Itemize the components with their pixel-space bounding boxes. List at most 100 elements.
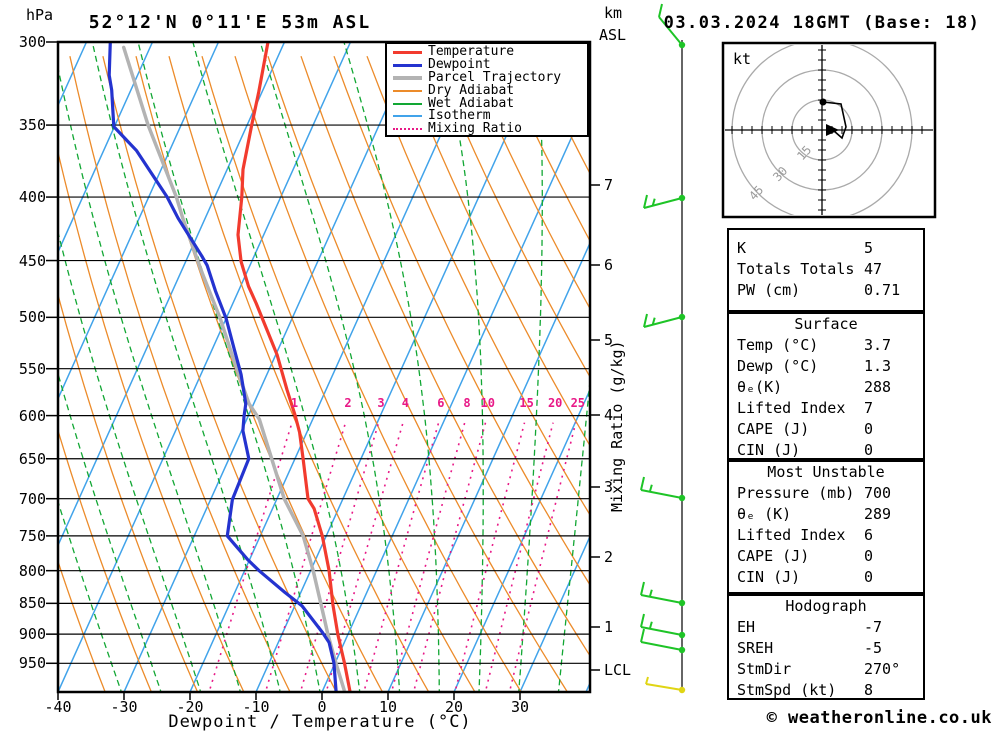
panel-row-label: Dewp (°C)	[737, 357, 819, 375]
pressure-tick-label: 350	[18, 116, 46, 135]
stats-panel-most-unstable: Most Unstable Pressure (mb) 700 θₑ (K) 289 Li…	[727, 460, 925, 594]
stats-panel: K 5 Totals Totals 47 PW (cm) 0.71	[727, 228, 925, 312]
pressure-tick-label: 500	[18, 308, 46, 327]
panel-row-label: PW (cm)	[737, 281, 801, 299]
legend-item: Dry Adiabat	[393, 84, 587, 97]
panel-row-label: CAPE (J)	[737, 547, 810, 565]
dewpoint-curve	[107, 42, 338, 692]
panel-row-label: StmDir	[737, 660, 792, 678]
km-axis-unit: km	[604, 4, 623, 22]
legend-item: Isotherm	[393, 108, 587, 124]
pressure-tick-label: 800	[18, 561, 46, 580]
panel-title: Surface	[794, 315, 858, 333]
temperature-tick-label: 10	[378, 698, 398, 716]
temperature-tick-label: 0	[317, 698, 327, 716]
mixing-ratio-label: 15	[519, 396, 534, 410]
km-tick-label: 1	[604, 618, 614, 636]
legend-line-sample	[393, 128, 422, 131]
panel-row-value: 3.7	[864, 336, 892, 354]
pressure-tick-label: 450	[18, 251, 46, 270]
panel-row-value: 0	[864, 547, 874, 565]
panel-row: StmDir 270°	[729, 659, 923, 680]
stats-panel-surface: Surface Temp (°C) 3.7 Dewp (°C) 1.3 θₑ(K) 288 L…	[727, 312, 925, 460]
temperature-curve	[236, 42, 352, 692]
panel-row-value: 288	[864, 378, 892, 396]
pressure-tick-label: 650	[18, 449, 46, 468]
panel-row: CIN (J) 0	[729, 567, 923, 588]
legend-item-label: Isotherm	[428, 108, 491, 124]
panel-row-label: θₑ (K)	[737, 505, 792, 523]
panel-row-label: Pressure (mb)	[737, 484, 855, 502]
panel-row: Dewp (°C) 1.3	[729, 356, 923, 377]
panel-row-value: 0	[864, 441, 874, 459]
panel-row: Totals Totals 47	[729, 259, 923, 280]
legend-item-label: Dewpoint	[428, 57, 491, 73]
panel-row-label: EH	[737, 618, 756, 636]
km-tick-label: 7	[604, 176, 614, 194]
run-datetime: 03.03.2024 18GMT (Base: 18)	[663, 13, 981, 33]
parcel-trajectory-curve	[121, 45, 346, 692]
pressure-tick-label: 550	[18, 359, 46, 378]
panel-row-value: -5	[864, 639, 883, 657]
panel-row-value: 270°	[864, 660, 901, 678]
temperature-tick-label: -10	[242, 698, 270, 716]
panel-row: Pressure (mb) 700	[729, 483, 923, 504]
legend-item-label: Dry Adiabat	[428, 82, 515, 98]
legend-item-label: Mixing Ratio	[428, 121, 522, 137]
km-tick-label: 6	[604, 256, 614, 274]
mixing-ratio-label: 3	[377, 396, 385, 410]
pressure-tick-label: 300	[18, 33, 46, 51]
legend-item: Dewpoint	[393, 57, 587, 73]
panel-row-label: K	[737, 239, 747, 257]
panel-row: EH -7	[729, 617, 923, 638]
panel-row: PW (cm) 0.71	[729, 280, 923, 301]
panel-row: StmSpd (kt) 8	[729, 680, 923, 701]
legend-item: Mixing Ratio	[393, 121, 587, 137]
panel-row-value: 0.71	[864, 281, 901, 299]
hodograph-unit-label: kt	[733, 50, 752, 68]
panel-row-value: 47	[864, 260, 883, 278]
panel-row-label: CIN (J)	[737, 568, 801, 586]
mixing-ratio-label: 4	[401, 396, 409, 410]
legend-line-sample	[393, 102, 422, 105]
hodograph-trace	[822, 101, 847, 140]
panel-row: CAPE (J) 0	[729, 419, 923, 440]
pressure-tick-label: 750	[18, 526, 46, 545]
sounding-curves	[107, 42, 352, 692]
pressure-axis-unit: hPa	[26, 6, 54, 24]
panel-row: Lifted Index 6	[729, 525, 923, 546]
mixing-ratio-label: 25	[570, 396, 586, 410]
panel-row-value: -7	[864, 618, 883, 636]
mixing-ratio-label: 6	[437, 396, 445, 410]
panel-row: Lifted Index 7	[729, 398, 923, 419]
legend-item-label: Parcel Trajectory	[428, 69, 562, 85]
temperature-tick-label: -30	[110, 698, 138, 716]
panel-row-label: CIN (J)	[737, 441, 801, 459]
mixing-ratio-label: 8	[463, 396, 471, 410]
km-tick-label: 2	[604, 548, 614, 566]
panel-title: Most Unstable	[767, 463, 885, 481]
temp-axis-title: Dewpoint / Temperature (°C)	[168, 712, 472, 732]
pressure-tick-label: 950	[18, 654, 46, 673]
km-tick-label: 5	[604, 331, 614, 349]
legend-item-label: Temperature	[428, 44, 515, 60]
panel-row: θₑ (K) 289	[729, 504, 923, 525]
panel-row-value: 0	[864, 568, 874, 586]
panel-row: θₑ(K) 288	[729, 377, 923, 398]
pressure-tick-label: 700	[18, 489, 46, 508]
panel-row-value: 6	[864, 526, 874, 544]
hodograph	[721, 41, 937, 219]
panel-row-value: 0	[864, 420, 874, 438]
panel-row-label: θₑ(K)	[737, 378, 783, 396]
panel-row-value: 5	[864, 239, 874, 257]
wind-barbs	[640, 3, 686, 694]
stats-panel-hodograph: Hodograph EH -7 SREH -5 StmDir 270° StmSpd (kt)…	[727, 594, 925, 700]
panel-row: CAPE (J) 0	[729, 546, 923, 567]
temperature-tick-label: -40	[44, 698, 72, 716]
legend-item: Temperature	[393, 44, 587, 60]
mixing-ratio-axis-title: Mixing Ratio (g/kg)	[608, 340, 626, 512]
copyright-text: © weatheronline.co.uk	[766, 708, 992, 728]
chart-legend: Temperature Dewpoint Parcel Trajectory Dry …	[385, 42, 589, 137]
